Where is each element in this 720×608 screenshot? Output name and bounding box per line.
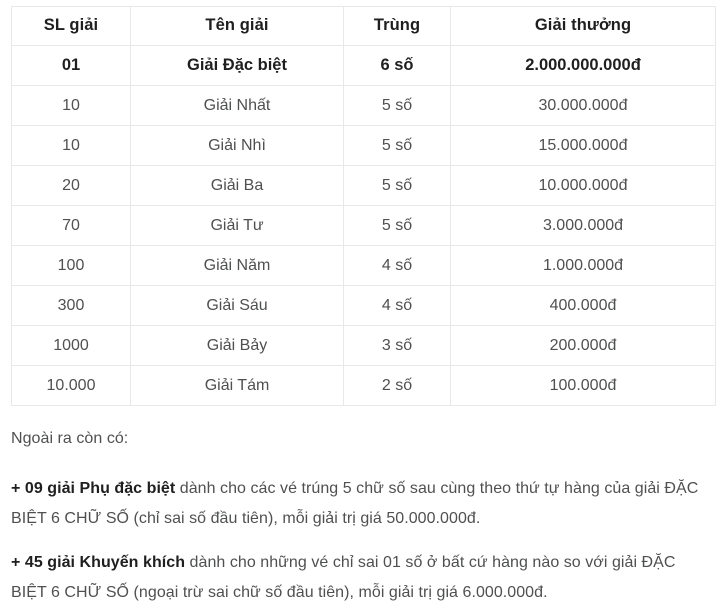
cell-prize-name: Giải Ba — [130, 165, 344, 206]
cell-match: 2 số — [343, 365, 451, 406]
cell-prize-name: Giải Sáu — [130, 285, 344, 326]
cell-quantity: 1000 — [11, 325, 131, 366]
cell-amount: 3.000.000đ — [450, 205, 716, 246]
cell-match: 6 số — [343, 45, 451, 86]
cell-quantity: 10 — [11, 85, 131, 126]
notes-item-list: + 09 giải Phụ đặc biệt dành cho các vé t… — [11, 474, 711, 608]
note-item-text: dành cho những vé chỉ sai 01 số ở bất cứ… — [11, 554, 676, 601]
cell-match: 3 số — [343, 325, 451, 366]
cell-prize-name: Giải Nhì — [130, 125, 344, 166]
prize-table: SL giải Tên giải Trùng Giải thưởng 01 Giả… — [11, 6, 716, 406]
cell-amount: 1.000.000đ — [450, 245, 716, 286]
cell-quantity: 100 — [11, 245, 131, 286]
cell-prize-name: Giải Đặc biệt — [130, 45, 344, 86]
cell-prize-name: Giải Bảy — [130, 325, 344, 366]
cell-match: 4 số — [343, 285, 451, 326]
table-row: 300 Giải Sáu 4 số 400.000đ — [11, 285, 716, 326]
cell-quantity: 20 — [11, 165, 131, 206]
column-header-match: Trùng — [343, 6, 451, 46]
note-item: + 09 giải Phụ đặc biệt dành cho các vé t… — [11, 474, 711, 534]
notes-lead-text: Ngoài ra còn có: — [11, 430, 129, 447]
column-header-prize-name: Tên giải — [130, 6, 344, 46]
cell-match: 4 số — [343, 245, 451, 286]
cell-match: 5 số — [343, 85, 451, 126]
cell-quantity: 70 — [11, 205, 131, 246]
note-item-highlight: + 45 giải Khuyến khích — [11, 554, 186, 571]
cell-amount: 400.000đ — [450, 285, 716, 326]
cell-amount: 2.000.000.000đ — [450, 45, 716, 86]
prize-table-header: SL giải Tên giải Trùng Giải thưởng — [11, 6, 716, 46]
cell-amount: 15.000.000đ — [450, 125, 716, 166]
note-item-highlight: + 09 giải Phụ đặc biệt — [11, 480, 176, 497]
cell-match: 5 số — [343, 125, 451, 166]
cell-quantity: 01 — [11, 45, 131, 86]
table-header-row: SL giải Tên giải Trùng Giải thưởng — [11, 6, 716, 46]
prize-table-container: SL giải Tên giải Trùng Giải thưởng 01 Giả… — [11, 6, 716, 406]
cell-amount: 100.000đ — [450, 365, 716, 406]
cell-amount: 10.000.000đ — [450, 165, 716, 206]
table-row: 10.000 Giải Tám 2 số 100.000đ — [11, 365, 716, 406]
cell-quantity: 300 — [11, 285, 131, 326]
table-row: 70 Giải Tư 5 số 3.000.000đ — [11, 205, 716, 246]
note-item: + 45 giải Khuyến khích dành cho những vé… — [11, 548, 711, 608]
cell-quantity: 10 — [11, 125, 131, 166]
table-row: 1000 Giải Bảy 3 số 200.000đ — [11, 325, 716, 366]
table-row: 20 Giải Ba 5 số 10.000.000đ — [11, 165, 716, 206]
cell-prize-name: Giải Tám — [130, 365, 344, 406]
cell-prize-name: Giải Năm — [130, 245, 344, 286]
table-row: 10 Giải Nhì 5 số 15.000.000đ — [11, 125, 716, 166]
column-header-amount: Giải thưởng — [450, 6, 716, 46]
cell-amount: 30.000.000đ — [450, 85, 716, 126]
cell-match: 5 số — [343, 205, 451, 246]
table-row: 10 Giải Nhất 5 số 30.000.000đ — [11, 85, 716, 126]
cell-amount: 200.000đ — [450, 325, 716, 366]
note-item-text: dành cho các vé trúng 5 chữ số sau cùng … — [11, 480, 699, 527]
cell-prize-name: Giải Nhất — [130, 85, 344, 126]
table-row: 100 Giải Năm 4 số 1.000.000đ — [11, 245, 716, 286]
prize-table-body: 01 Giải Đặc biệt 6 số 2.000.000.000đ 10 Giải … — [11, 45, 716, 406]
notes-section: Ngoài ra còn có: + 09 giải Phụ đặc biệt … — [11, 424, 711, 608]
column-header-quantity: SL giải — [11, 6, 131, 46]
cell-match: 5 số — [343, 165, 451, 206]
cell-prize-name: Giải Tư — [130, 205, 344, 246]
cell-quantity: 10.000 — [11, 365, 131, 406]
table-row: 01 Giải Đặc biệt 6 số 2.000.000.000đ — [11, 45, 716, 86]
